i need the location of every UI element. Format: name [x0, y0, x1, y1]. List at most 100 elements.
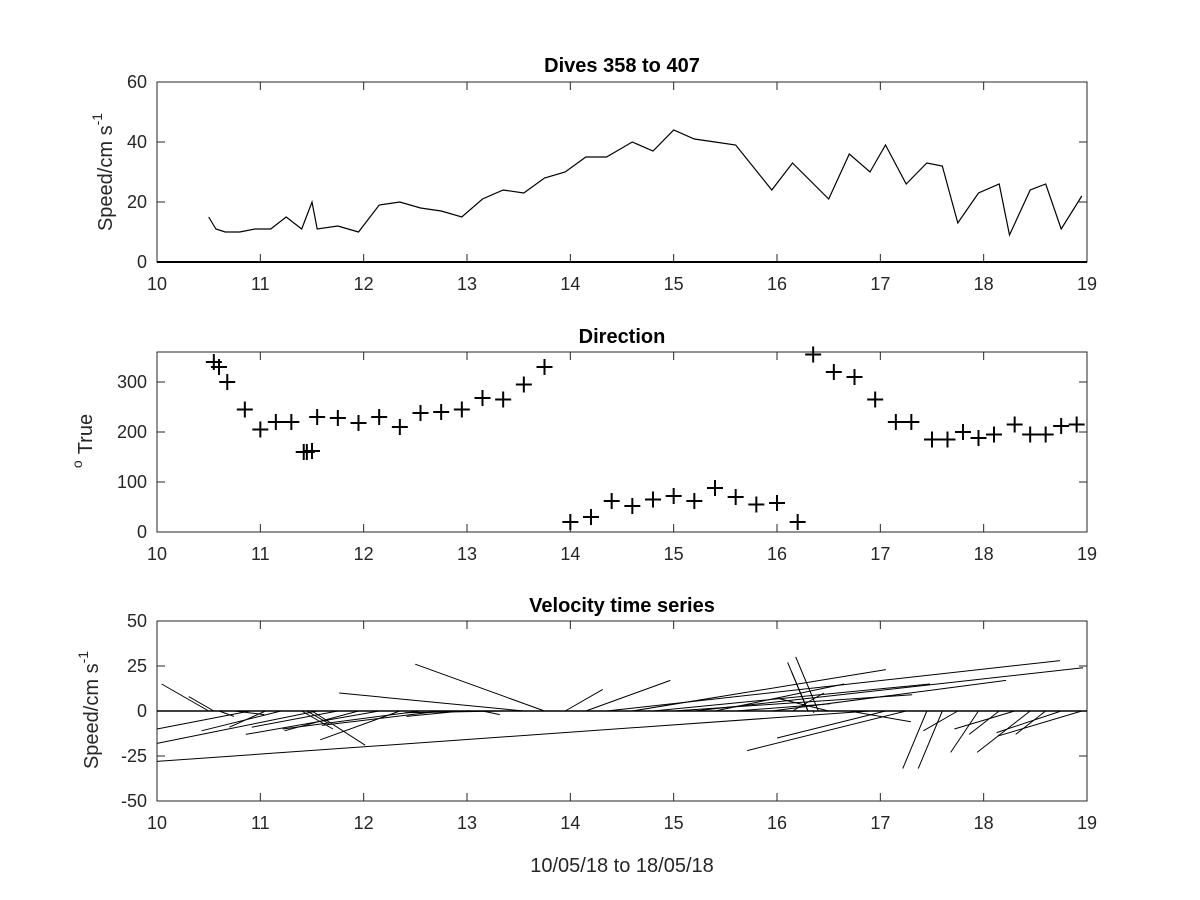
direction-xtick-label: 18 [974, 544, 994, 564]
speed-xtick-label: 15 [664, 274, 684, 294]
velocity-vector [585, 679, 671, 712]
velocity-vector [777, 697, 829, 712]
velocity-vector [950, 710, 979, 753]
direction-point [986, 426, 1002, 443]
direction-point [219, 374, 236, 390]
direction-ytick-label: 300 [117, 372, 147, 392]
direction-point [1006, 416, 1023, 433]
direction-xtick-label: 19 [1077, 544, 1097, 564]
velocity-ytick-label: 0 [137, 701, 147, 721]
direction-panel: Direction oTrue 10 11 12 13 14 15 16 17 18 19 0 100… [69, 326, 1097, 564]
velocity-vector [301, 710, 334, 730]
velocity-xtick-label: 12 [354, 813, 374, 833]
direction-xtick-label: 13 [457, 544, 477, 564]
direction-point [236, 401, 253, 418]
velocity-vector [795, 656, 819, 712]
velocity-vector [321, 710, 442, 726]
direction-point [748, 496, 765, 513]
velocity-vector [976, 710, 1031, 753]
speed-xtick-label: 10 [147, 274, 167, 294]
direction-point [955, 424, 971, 440]
direction-xtick-label: 14 [560, 544, 580, 564]
direction-point [536, 359, 553, 375]
velocity-vector [968, 710, 1000, 735]
velocity-vector [917, 710, 943, 769]
direction-point [903, 414, 920, 430]
velocity-xtick-label: 18 [974, 813, 994, 833]
velocity-vector [792, 692, 825, 712]
direction-point [350, 415, 367, 431]
speed-xtick-label: 18 [974, 274, 994, 294]
velocity-xtick-label: 10 [147, 813, 167, 833]
velocity-vector [652, 683, 931, 712]
direction-xtick-label: 17 [870, 544, 890, 564]
direction-point [846, 369, 863, 385]
direction-point [433, 404, 450, 420]
velocity-xtick-label: 16 [767, 813, 787, 833]
direction-xtick-label: 15 [664, 544, 684, 564]
velocity-vector [188, 696, 215, 712]
direction-point [645, 491, 661, 508]
velocity-vector [996, 710, 1062, 734]
direction-point [665, 488, 682, 504]
velocity-vector [849, 710, 911, 723]
velocity-vector [787, 662, 809, 712]
direction-point [805, 346, 822, 363]
velocity-vector [415, 663, 545, 712]
velocity-ytick-label: -50 [121, 791, 147, 811]
speed-xtick-label: 13 [457, 274, 477, 294]
direction-xtick-label: 16 [767, 544, 787, 564]
velocity-vector [954, 710, 1015, 730]
velocity-xtick-label: 15 [664, 813, 684, 833]
velocity-vector [923, 710, 959, 732]
velocity-vector [311, 710, 366, 746]
direction-title: Direction [579, 326, 666, 348]
speed-ytick-label: 60 [127, 72, 147, 92]
svg-text:Speed/cm s-1: Speed/cm s-1 [75, 651, 103, 769]
direction-point [686, 493, 703, 509]
speed-ytick-label: 40 [127, 132, 147, 152]
velocity-ylabel: Speed/cm s-1 [75, 651, 103, 769]
direction-ytick-label: 200 [117, 422, 147, 442]
speed-xtick-label: 14 [560, 274, 580, 294]
speed-xtick-label: 19 [1077, 274, 1097, 294]
direction-xtick-label: 12 [354, 544, 374, 564]
direction-axes-box [156, 351, 1088, 533]
speed-series-line [208, 129, 1083, 237]
velocity-vector [776, 710, 886, 739]
velocity-xtick-label: 19 [1077, 813, 1097, 833]
direction-point [371, 409, 388, 425]
direction-ytick-label: 0 [137, 522, 147, 542]
direction-point [309, 409, 326, 425]
direction-point [211, 359, 227, 375]
velocity-vector [1015, 710, 1046, 735]
velocity-vector [564, 688, 604, 712]
velocity-vector [632, 669, 886, 712]
velocity-xtick-label: 13 [457, 813, 477, 833]
direction-point [727, 489, 744, 505]
velocity-vector [245, 710, 380, 735]
direction-xtick-label: 10 [147, 544, 167, 564]
velocity-xtick-label: 17 [870, 813, 890, 833]
direction-point [283, 414, 300, 430]
direction-point [603, 493, 620, 509]
velocity-vector [812, 710, 815, 713]
velocity-xtick-label: 11 [251, 813, 270, 833]
velocity-vector [282, 710, 421, 730]
speed-xtick-label: 16 [767, 274, 787, 294]
velocity-vector [251, 710, 338, 728]
velocity-xtick-label: 14 [560, 813, 580, 833]
direction-ytick-label: 100 [117, 472, 147, 492]
velocity-vector [156, 710, 318, 744]
speed-xtick-label: 12 [354, 274, 374, 294]
direction-point [515, 376, 532, 393]
direction-point [474, 390, 491, 406]
speed-xtick-label: 17 [870, 274, 890, 294]
velocity-vector [161, 683, 209, 712]
direction-point [304, 443, 320, 459]
speed-xtick-label: 11 [251, 274, 270, 294]
direction-ylabel: oTrue [69, 414, 97, 468]
velocity-vector [156, 710, 251, 730]
direction-point [412, 405, 429, 421]
